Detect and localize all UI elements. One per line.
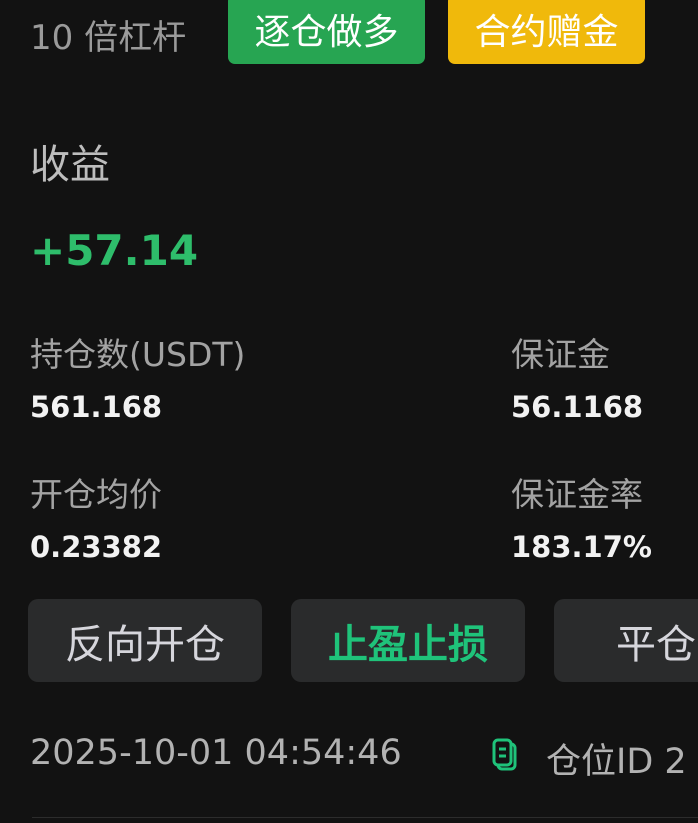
reverse-open-button[interactable]: 反向开仓: [28, 599, 262, 682]
leverage-label: 10 倍杠杆: [30, 18, 187, 58]
close-position-button[interactable]: 平仓: [554, 599, 698, 682]
entry-price-label: 开仓均价: [30, 475, 162, 514]
margin-ratio-label: 保证金率: [511, 475, 643, 514]
tp-sl-button[interactable]: 止盈止损: [291, 599, 525, 682]
position-size-value: 561.168: [30, 390, 163, 424]
position-id: 仓位ID 2: [546, 742, 687, 782]
margin-ratio-value: 183.17%: [511, 530, 652, 564]
margin-label: 保证金: [511, 335, 610, 374]
entry-price-value: 0.23382: [30, 530, 163, 564]
copy-icon[interactable]: [492, 738, 518, 772]
position-size-label: 持仓数(USDT): [30, 335, 246, 374]
profit-label: 收益: [30, 142, 110, 188]
profit-value: +57.14: [30, 226, 199, 275]
isolated-long-badge: 逐仓做多: [228, 0, 425, 64]
divider: [32, 817, 698, 818]
bonus-badge: 合约赠金: [448, 0, 645, 64]
margin-value: 56.1168: [511, 390, 644, 424]
open-time: 2025-10-01 04:54:46: [30, 733, 402, 773]
